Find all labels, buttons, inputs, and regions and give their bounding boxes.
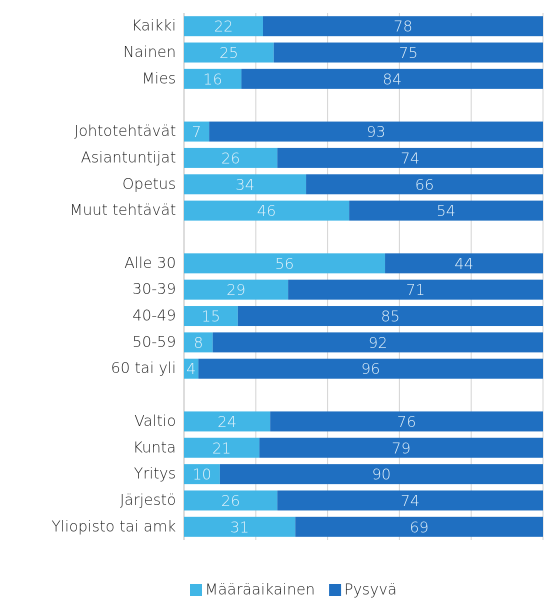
- bar-segment: [212, 332, 543, 353]
- value-label: 4: [186, 360, 196, 378]
- bar-segment: [184, 121, 210, 142]
- value-label: 75: [399, 44, 418, 62]
- bar-segment: [209, 121, 543, 142]
- value-label: 71: [406, 281, 425, 299]
- y-tick-label: Mies: [142, 69, 176, 87]
- value-label: 44: [454, 255, 473, 273]
- value-label: 8: [194, 334, 204, 352]
- bar-segment: [306, 174, 543, 195]
- value-label: 22: [214, 18, 233, 36]
- y-tick-label: 40-49: [132, 307, 176, 325]
- value-label: 54: [437, 202, 456, 220]
- bar-segment: [259, 437, 543, 458]
- bar-segment: [184, 411, 271, 432]
- value-label: 85: [381, 308, 400, 326]
- y-tick-label: Valtio: [134, 412, 176, 430]
- value-label: 93: [367, 123, 386, 141]
- bar-segment: [184, 42, 274, 63]
- y-tick-label: 30-39: [132, 280, 176, 298]
- value-label: 10: [192, 466, 211, 484]
- bar-segment: [237, 306, 543, 327]
- bar-segment: [184, 174, 307, 195]
- value-label: 90: [372, 466, 391, 484]
- value-label: 74: [401, 149, 420, 167]
- bar-segment: [184, 516, 296, 537]
- bar-segment: [184, 16, 263, 37]
- y-tick-label: Nainen: [123, 43, 176, 61]
- value-label: 74: [401, 492, 420, 510]
- y-tick-label: Alle 30: [124, 254, 176, 272]
- bar-segment: [184, 279, 289, 300]
- bar-segment: [241, 68, 543, 89]
- value-label: 34: [235, 176, 254, 194]
- y-tick-label: Muut tehtävät: [70, 201, 176, 219]
- value-label: 92: [368, 334, 387, 352]
- y-tick-label: Opetus: [122, 175, 176, 193]
- legend-swatch: [190, 584, 202, 596]
- bar-segment: [184, 437, 260, 458]
- bar-segment: [184, 358, 199, 379]
- bar-segment: [184, 490, 278, 511]
- bar-segment: [385, 253, 543, 274]
- bar-segment: [277, 147, 543, 168]
- value-label: 69: [410, 518, 429, 536]
- bar-segment: [184, 200, 350, 221]
- value-label: 76: [397, 413, 416, 431]
- legend-swatch: [329, 584, 342, 596]
- bar-segment: [262, 16, 543, 37]
- y-tick-label: Järjestö: [120, 491, 176, 509]
- bar-segment: [288, 279, 543, 300]
- value-label: 15: [201, 308, 220, 326]
- value-label: 21: [212, 439, 231, 457]
- value-label: 16: [203, 70, 222, 88]
- value-label: 24: [218, 413, 237, 431]
- bar-segment: [349, 200, 543, 221]
- bar-segment: [184, 306, 238, 327]
- value-label: 56: [275, 255, 294, 273]
- bar-segment: [184, 253, 386, 274]
- y-tick-label: 50-59: [132, 333, 176, 351]
- y-tick-label: 60 tai yli: [111, 359, 176, 377]
- value-label: 79: [392, 439, 411, 457]
- value-label: 25: [219, 44, 238, 62]
- bar-segment: [198, 358, 544, 379]
- value-label: 26: [221, 149, 240, 167]
- value-label: 78: [393, 18, 412, 36]
- y-tick-label: Yliopisto tai amk: [51, 517, 176, 535]
- value-label: 7: [192, 123, 202, 141]
- value-label: 31: [230, 518, 249, 536]
- value-label: 84: [383, 70, 402, 88]
- bar-segment: [295, 516, 543, 537]
- bar-segment: [184, 332, 213, 353]
- value-label: 66: [415, 176, 434, 194]
- y-tick-label: Kunta: [133, 438, 176, 456]
- legend-label: Pysyvä: [344, 581, 397, 599]
- bar-segment: [270, 411, 543, 432]
- bar-segment: [219, 464, 543, 485]
- bar-segment: [184, 68, 242, 89]
- bar-segment: [184, 464, 220, 485]
- y-tick-label: Asiantuntijat: [81, 148, 176, 166]
- y-tick-label: Kaikki: [132, 17, 176, 35]
- legend-label: Määräaikainen: [205, 581, 315, 599]
- y-tick-label: Yritys: [134, 465, 176, 483]
- value-label: 46: [257, 202, 276, 220]
- bar-segment: [277, 490, 543, 511]
- y-tick-label: Johtotehtävät: [74, 122, 176, 140]
- value-label: 29: [227, 281, 246, 299]
- value-label: 26: [221, 492, 240, 510]
- value-label: 96: [361, 360, 380, 378]
- bar-segment: [184, 147, 278, 168]
- bar-segment: [273, 42, 543, 63]
